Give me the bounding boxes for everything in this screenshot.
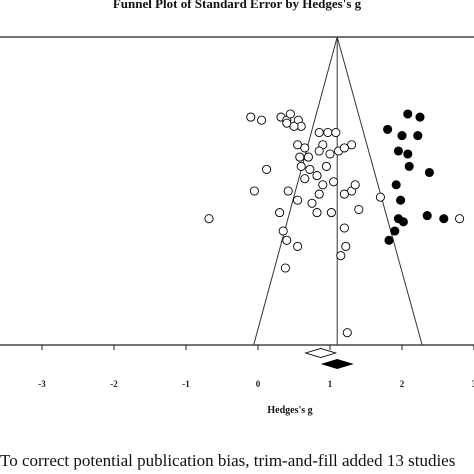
imputed-study-point	[393, 146, 403, 156]
observed-study-point	[293, 241, 303, 251]
observed-study-point	[283, 186, 293, 196]
observed-study-point	[282, 118, 292, 128]
observed-study-point	[300, 174, 310, 184]
observed-study-point	[204, 214, 214, 224]
imputed-study-point	[413, 131, 423, 141]
observed-study-point	[280, 263, 290, 273]
observed-study-point	[323, 127, 333, 138]
imputed-study-point	[404, 161, 414, 171]
points-layer	[204, 109, 465, 338]
observed-summary-diamond	[304, 348, 338, 358]
observed-study-point	[296, 161, 306, 171]
summary-diamond-layer	[304, 348, 354, 369]
observed-study-point	[314, 146, 324, 156]
imputed-study-point	[398, 217, 408, 227]
observed-study-point	[342, 328, 352, 338]
x-tick-layer: -3 -2 -1 0 1 2 3	[38, 345, 474, 389]
imputed-study-point	[396, 195, 406, 205]
x-tick-label: 1	[328, 379, 333, 389]
imputed-study-point	[439, 214, 449, 224]
observed-study-point	[293, 195, 303, 205]
imputed-study-point	[422, 211, 432, 221]
observed-study-point	[325, 149, 335, 159]
imputed-study-point	[384, 235, 394, 245]
x-tick-label: -3	[38, 379, 46, 389]
observed-study-point	[278, 226, 288, 236]
observed-study-point	[303, 152, 313, 162]
observed-study-point	[312, 171, 322, 181]
axes-layer	[0, 36, 474, 346]
funnel-layer	[253, 36, 423, 346]
x-axis-label: Hedges's g	[267, 405, 313, 416]
figure-caption: To correct potential publication bias, t…	[0, 451, 456, 470]
observed-study-point	[312, 208, 322, 218]
x-tick-label: 3	[472, 379, 474, 389]
observed-study-point	[262, 164, 272, 174]
observed-study-point	[257, 115, 267, 125]
observed-study-point	[305, 164, 315, 174]
observed-study-point	[246, 112, 256, 122]
observed-study-point	[285, 109, 295, 119]
x-tick-label: -2	[110, 379, 118, 389]
observed-study-point	[275, 208, 285, 218]
observed-study-point	[326, 208, 336, 218]
observed-study-point	[341, 241, 351, 251]
observed-study-point	[336, 251, 346, 261]
imputed-study-point	[397, 131, 407, 141]
x-tick-label: 2	[400, 379, 405, 389]
observed-study-point	[314, 189, 324, 199]
observed-study-point	[300, 143, 310, 153]
x-tick-label: -1	[182, 379, 190, 389]
imputed-study-point	[424, 167, 434, 178]
observed-study-point	[354, 204, 364, 215]
imputed-study-point	[391, 180, 401, 190]
observed-study-point	[329, 177, 339, 187]
observed-study-point	[375, 192, 385, 202]
observed-study-point	[350, 180, 360, 190]
x-tick-label: 0	[256, 379, 261, 389]
observed-study-point	[339, 189, 349, 199]
imputed-study-point	[415, 112, 425, 122]
observed-study-point	[455, 214, 465, 224]
adjusted-summary-diamond	[320, 359, 354, 369]
observed-study-point	[314, 127, 324, 138]
chart-title: Funnel Plot of Standard Error by Hedges'…	[112, 0, 362, 11]
observed-study-point	[295, 152, 305, 162]
funnel-left-line	[253, 36, 338, 346]
observed-study-point	[339, 143, 349, 153]
funnel-right-line	[336, 36, 423, 346]
imputed-study-point	[390, 226, 400, 236]
observed-study-point	[249, 186, 259, 196]
observed-study-point	[331, 127, 341, 138]
imputed-study-point	[403, 109, 413, 119]
imputed-study-point	[383, 124, 393, 134]
imputed-study-point	[403, 149, 413, 159]
observed-study-point	[282, 235, 292, 245]
observed-study-point	[318, 180, 328, 190]
observed-study-point	[321, 161, 331, 171]
observed-study-point	[339, 223, 349, 233]
observed-study-point	[307, 198, 317, 208]
